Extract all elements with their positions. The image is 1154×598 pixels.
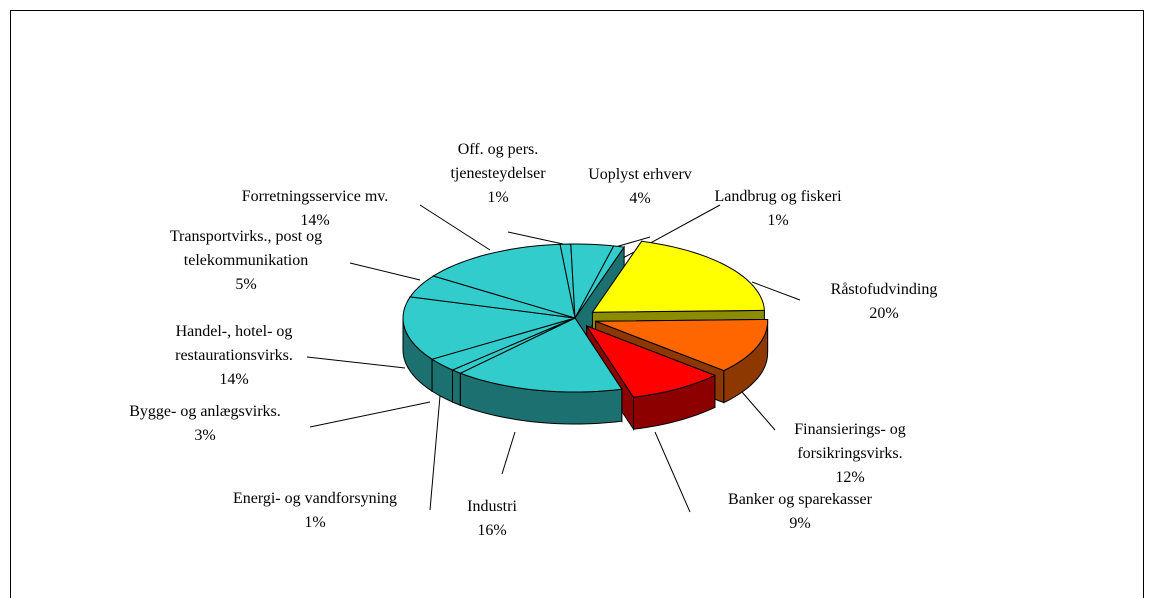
slice xyxy=(591,240,765,313)
leader-line xyxy=(507,231,573,247)
leader-lines xyxy=(306,204,801,513)
leader-line xyxy=(306,356,406,369)
slice xyxy=(585,325,717,398)
slice xyxy=(402,296,576,360)
category-name: Forretningsservice mv. xyxy=(241,188,389,205)
value-label: 20% xyxy=(869,305,899,322)
category-name: Finansierings- og forsikringsvirks. xyxy=(794,421,906,462)
category-name: Off. og pers. tjenesteydelser xyxy=(450,141,546,182)
value-label: 14% xyxy=(300,212,330,229)
category-name: Handel-, hotel- og restaurationsvirks. xyxy=(175,323,293,364)
value-label: 14% xyxy=(219,371,249,388)
value-label: 1% xyxy=(304,514,326,531)
category-name: Energi- og vandforsyning xyxy=(232,490,398,507)
slice-label: Forretningsservice mv. 14% xyxy=(205,185,425,233)
value-label: 1% xyxy=(767,212,789,229)
slice-label: Off. og pers. tjenesteydelser 1% xyxy=(423,138,573,210)
slice-label: Banker og sparekasser 9% xyxy=(700,488,900,536)
value-label: 1% xyxy=(487,189,509,206)
value-label: 9% xyxy=(789,515,811,532)
value-label: 16% xyxy=(477,522,507,539)
category-name: Banker og sparekasser xyxy=(728,491,872,508)
value-label: 3% xyxy=(194,427,216,444)
category-name: Bygge- og anlægsvirks. xyxy=(129,403,281,420)
category-name: Uoplyst erhverv xyxy=(588,166,692,183)
category-name: Råstofudvinding xyxy=(830,281,938,298)
leader-line xyxy=(429,395,441,511)
leader-line xyxy=(741,391,776,431)
category-name: Transportvirks., post og telekommunikati… xyxy=(169,228,323,269)
leader-line xyxy=(611,204,721,265)
slice-label: Transportvirks., post og telekommunikati… xyxy=(126,225,366,297)
slice xyxy=(409,275,576,319)
leader-line xyxy=(309,401,431,428)
slice-label: Uoplyst erhverv 4% xyxy=(560,163,720,211)
category-name: Landbrug og fiskeri xyxy=(714,188,842,205)
slice xyxy=(570,243,615,320)
value-label: 5% xyxy=(235,276,257,293)
slice-label: Industri 16% xyxy=(442,495,542,543)
slice-label: Energi- og vandforsyning 1% xyxy=(195,487,435,535)
category-name: Industri xyxy=(467,498,517,515)
slice-label: Råstofudvinding 20% xyxy=(804,278,964,326)
slice-label: Handel-, hotel- og restaurationsvirks. 14… xyxy=(144,320,324,392)
leader-line xyxy=(654,431,691,513)
value-label: 12% xyxy=(835,469,865,486)
slice xyxy=(432,243,576,319)
leader-line xyxy=(751,281,801,301)
slice-label: Bygge- og anlægsvirks. 3% xyxy=(95,400,315,448)
pie-tops xyxy=(402,240,769,398)
value-label: 4% xyxy=(629,190,651,207)
frame xyxy=(10,10,1144,598)
slice-label: Landbrug og fiskeri 1% xyxy=(693,185,863,233)
leader-line xyxy=(419,204,491,251)
slice xyxy=(595,318,769,372)
slice-side xyxy=(452,369,461,406)
slice xyxy=(574,245,625,319)
leader-line xyxy=(349,262,421,281)
slice-label: Finansierings- og forsikringsvirks. 12% xyxy=(765,418,935,490)
slice xyxy=(459,317,623,393)
leader-line xyxy=(501,431,516,475)
